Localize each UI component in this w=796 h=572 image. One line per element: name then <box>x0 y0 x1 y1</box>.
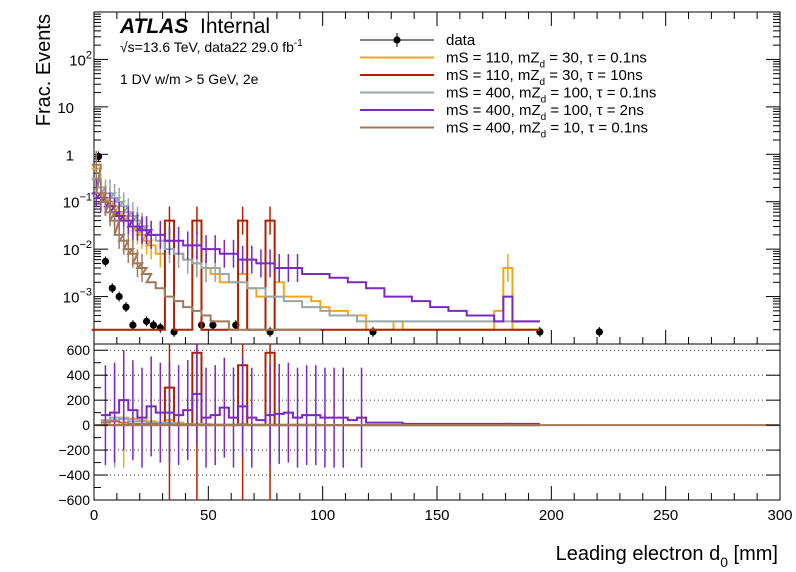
ratio-y-tick-label: −600 <box>58 492 90 508</box>
ratio-ms-400-mzd-100-2ns-line <box>100 392 540 425</box>
x-axis-label-main: Leading electron d <box>556 543 721 565</box>
y-axis-label: Frac. Events <box>33 14 55 126</box>
legend-data-label: data <box>446 32 476 49</box>
legend-ms-400-mzd-100-0-1ns-label: mS = 400, mZd = 100, τ = 0.1ns <box>446 85 656 106</box>
legend-ms-400-mzd-10-0-1ns-label: mS = 400, mZd = 10, τ = 0.1ns <box>446 120 648 141</box>
internal-label: Internal <box>200 15 270 38</box>
x-axis-label-sub: 0 <box>720 554 728 570</box>
main-y-tick-label: 10−3 <box>63 287 92 307</box>
series-data-point <box>115 292 123 301</box>
main-y-axis: 102 10 1 10−1 10−2 10−3 <box>57 11 780 345</box>
x-axis: 0 50 100 150 200 250 300 <box>90 12 793 524</box>
series-data-point <box>595 328 603 336</box>
series-ms-110-mzd-30-0-1ns-line <box>91 167 540 331</box>
x-tick-label: 300 <box>767 507 792 524</box>
x-tick-label: 0 <box>90 507 98 524</box>
main-y-tick-label: 102 <box>69 49 92 69</box>
x-tick-label: 100 <box>310 507 335 524</box>
legend-data-marker <box>393 36 401 44</box>
series-data-point <box>122 303 130 311</box>
ratio-y-tick-label: −400 <box>58 467 90 483</box>
x-tick-label: 150 <box>424 507 449 524</box>
main-y-tick-label: 1 <box>66 147 74 164</box>
legend-ms-110-mzd-30-10ns-label: mS = 110, mZd = 30, τ = 10ns <box>446 67 643 88</box>
energy-lumi-label: √s=13.6 TeV, data22 29.0 fb-1 <box>120 38 303 55</box>
main-series-group <box>91 150 603 337</box>
series-ms-110-mzd-30-10ns-line <box>91 219 540 331</box>
main-plot-frame <box>93 11 781 345</box>
series-data-point <box>108 284 116 292</box>
series-ms-400-mzd-100-0-1ns-line <box>91 178 540 323</box>
ratio-y-axis: 600 400 200 0 −200 −400 −600 <box>58 342 780 508</box>
x-axis-label-unit: [mm] <box>728 543 778 565</box>
series-data-point <box>101 257 110 266</box>
series-ms-400-mzd-100-2ns-line <box>91 192 540 323</box>
ratio-y-tick-label: −200 <box>58 442 90 458</box>
main-y-tick-label: 10 <box>57 100 74 117</box>
ratio-y-tick-label: 0 <box>82 417 90 433</box>
ratio-y-tick-label: 200 <box>67 392 91 408</box>
energy-lumi-main: √s=13.6 TeV, data22 29.0 fb <box>120 39 294 55</box>
x-axis-label: Leading electron d0 [mm] <box>556 543 778 570</box>
ratio-y-tick-label: 600 <box>67 342 91 358</box>
series-data-point <box>142 317 151 325</box>
selection-label: 1 DV w/m > 5 GeV, 2e <box>120 71 259 87</box>
legend-ms-110-mzd-30-0-1ns-label: mS = 110, mZd = 30, τ = 0.1ns <box>446 50 647 71</box>
atlas-label: ATLAS <box>119 15 188 38</box>
x-tick-label: 250 <box>653 507 678 524</box>
ratio-y-tick-label: 400 <box>67 367 91 383</box>
ratio-series-group <box>94 344 780 500</box>
main-y-tick-label: 10−1 <box>63 192 92 212</box>
main-y-tick-label: 10−2 <box>63 239 92 259</box>
energy-lumi-sup: -1 <box>294 38 303 49</box>
x-tick-label: 50 <box>200 507 217 524</box>
series-data-point <box>129 321 137 329</box>
legend-ms-400-mzd-100-2ns-label: mS = 400, mZd = 100, τ = 2ns <box>446 102 644 123</box>
series-data-point <box>149 321 158 329</box>
series-data-point <box>209 321 217 329</box>
x-tick-label: 200 <box>539 507 564 524</box>
